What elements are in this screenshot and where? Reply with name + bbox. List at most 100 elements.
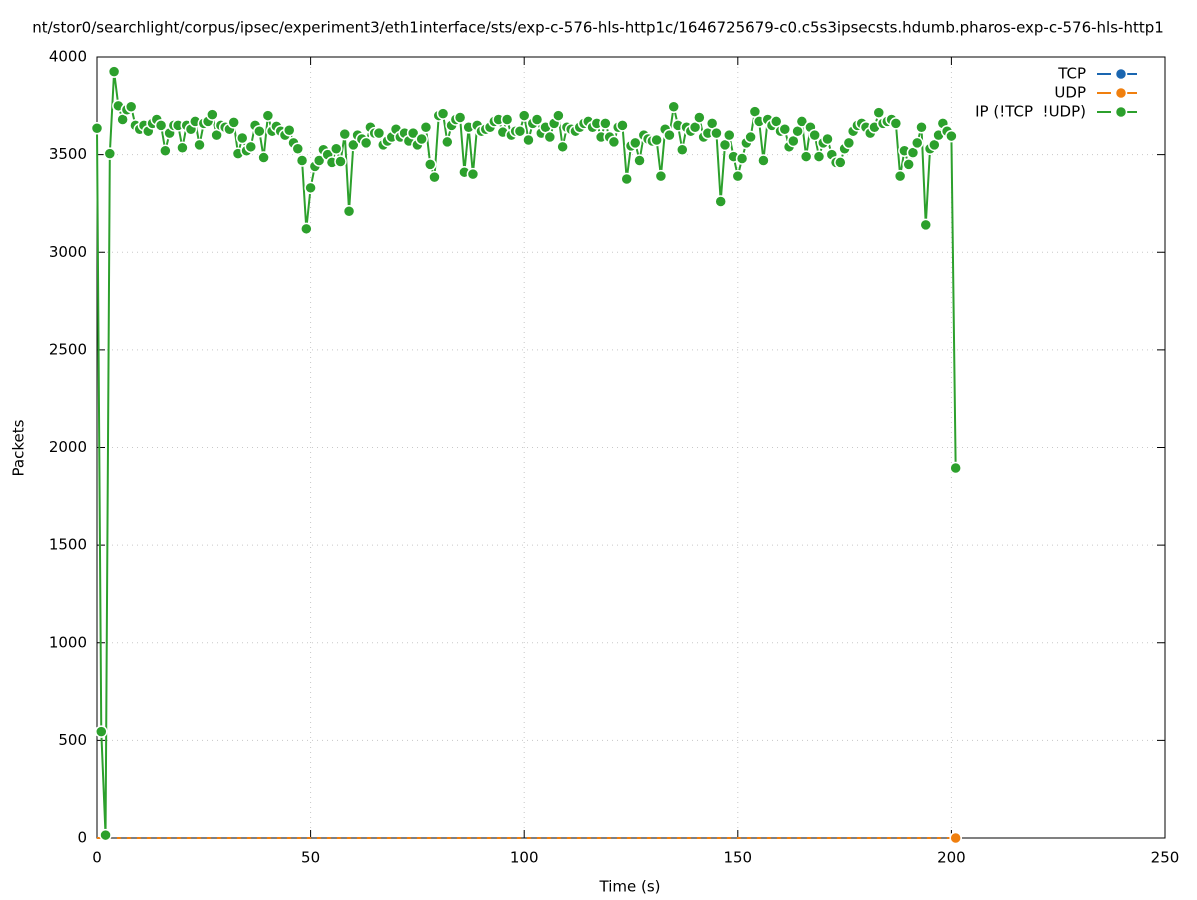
point xyxy=(441,135,454,149)
x-tick-label: 150 xyxy=(723,849,752,867)
point xyxy=(406,126,420,140)
point xyxy=(257,151,270,164)
point xyxy=(629,136,642,150)
point xyxy=(949,461,962,475)
point xyxy=(842,136,856,150)
point xyxy=(616,119,629,132)
legend-label: UDP xyxy=(1054,84,1086,102)
x-tick-label: 200 xyxy=(937,849,966,867)
point xyxy=(599,117,612,130)
y-tick-label: 4000 xyxy=(49,48,87,66)
point xyxy=(453,111,467,124)
point xyxy=(312,154,326,167)
point xyxy=(949,831,962,845)
point xyxy=(607,135,621,149)
point xyxy=(95,725,108,738)
point xyxy=(714,195,727,208)
point xyxy=(107,65,121,78)
point xyxy=(693,111,706,124)
legend-marker xyxy=(1114,67,1128,81)
point xyxy=(799,150,813,163)
point xyxy=(633,154,646,167)
point xyxy=(419,121,433,134)
point xyxy=(663,128,676,142)
point xyxy=(513,124,527,138)
y-tick-label: 2500 xyxy=(49,340,87,358)
point xyxy=(291,142,305,156)
x-axis-label: Time (s) xyxy=(599,878,661,896)
y-tick-label: 1000 xyxy=(49,633,87,651)
point xyxy=(735,152,749,165)
point xyxy=(654,169,668,183)
point xyxy=(193,138,206,152)
point xyxy=(620,172,633,186)
point xyxy=(812,150,826,163)
point xyxy=(227,116,240,129)
point xyxy=(723,128,736,142)
point xyxy=(304,181,317,195)
point xyxy=(522,133,535,147)
point xyxy=(436,107,450,120)
point xyxy=(90,122,104,135)
point xyxy=(650,133,663,147)
x-tick-label: 250 xyxy=(1151,849,1180,867)
point xyxy=(428,170,441,184)
point xyxy=(300,222,313,236)
legend-marker xyxy=(1114,86,1128,100)
y-tick-label: 3000 xyxy=(49,243,87,261)
point xyxy=(176,141,189,155)
y-tick-label: 0 xyxy=(77,829,87,847)
point xyxy=(543,130,557,144)
point xyxy=(372,126,386,140)
point xyxy=(731,169,745,183)
point xyxy=(253,124,266,138)
x-tick-label: 50 xyxy=(301,849,320,867)
point xyxy=(124,100,138,114)
point xyxy=(500,113,514,126)
y-tick-label: 500 xyxy=(58,731,87,749)
point xyxy=(556,140,569,154)
legend-label: TCP xyxy=(1057,65,1086,83)
point xyxy=(552,109,565,122)
point xyxy=(945,129,958,143)
point xyxy=(423,158,437,171)
point xyxy=(889,117,903,130)
legend-marker xyxy=(1114,105,1128,119)
point xyxy=(902,158,915,171)
point xyxy=(778,122,792,136)
point xyxy=(795,115,809,128)
point xyxy=(99,828,112,842)
legend-label: IP (!TCP !UDP) xyxy=(975,103,1086,121)
point xyxy=(744,130,757,144)
y-tick-label: 1500 xyxy=(49,536,87,554)
chart-title: nt/stor0/searchlight/corpus/ipsec/experi… xyxy=(32,19,1164,37)
point xyxy=(757,154,770,167)
point xyxy=(821,132,834,146)
point xyxy=(244,140,258,154)
series-line xyxy=(96,71,957,836)
point xyxy=(415,132,428,146)
y-tick-label: 2000 xyxy=(49,438,87,456)
point xyxy=(872,106,886,119)
x-tick-label: 0 xyxy=(92,849,102,867)
point xyxy=(342,204,356,218)
point xyxy=(530,113,544,126)
point xyxy=(676,143,689,156)
point xyxy=(338,127,352,141)
point xyxy=(295,154,309,167)
point xyxy=(154,119,168,132)
y-axis-label: Packets xyxy=(10,419,28,476)
point xyxy=(517,109,531,122)
point xyxy=(359,136,373,150)
point xyxy=(261,109,275,122)
point xyxy=(334,155,347,168)
point xyxy=(282,123,296,137)
point xyxy=(893,169,907,183)
point xyxy=(466,167,480,181)
point xyxy=(710,126,723,140)
point xyxy=(915,121,928,134)
point xyxy=(808,128,821,142)
point xyxy=(235,131,249,145)
